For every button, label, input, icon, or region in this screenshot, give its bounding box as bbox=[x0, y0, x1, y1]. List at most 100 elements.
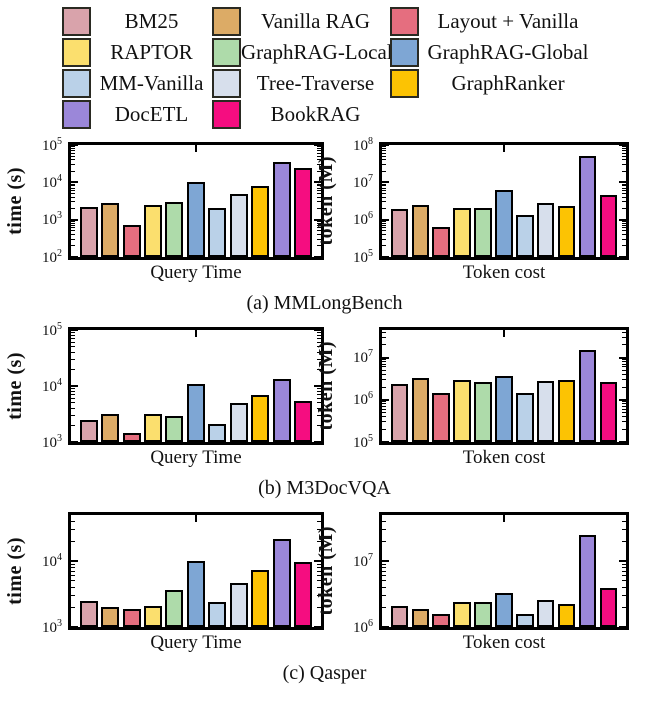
y-axis-label-box: token (M) bbox=[313, 327, 339, 445]
y-minor-tick bbox=[622, 245, 626, 247]
y-minor-tick bbox=[622, 193, 626, 195]
y-minor-tick bbox=[71, 187, 75, 189]
y-minor-tick bbox=[382, 361, 386, 363]
y-minor-tick bbox=[622, 190, 626, 192]
bar-tree-traverse bbox=[536, 599, 555, 627]
y-tick-label: 105 bbox=[353, 432, 373, 451]
bar-mm-vanilla bbox=[516, 392, 534, 442]
y-tick-label: 104 bbox=[42, 376, 62, 395]
plot-area: 102 103 104 105 bbox=[42, 136, 324, 266]
y-minor-tick bbox=[317, 520, 321, 522]
y-minor-tick bbox=[71, 575, 75, 577]
y-minor-tick bbox=[622, 366, 626, 368]
y-minor-tick bbox=[382, 196, 386, 198]
y-major-tick bbox=[71, 218, 78, 221]
y-minor-tick bbox=[317, 146, 321, 148]
bar-bookrag bbox=[599, 381, 618, 442]
y-major-tick bbox=[71, 181, 78, 184]
y-tick-label: 107 bbox=[353, 172, 373, 191]
y-minor-tick bbox=[382, 379, 386, 381]
bar-bm25 bbox=[79, 600, 98, 627]
legend-item-graphrag-local: GraphRAG-Local bbox=[212, 37, 393, 68]
chart-c-token-cost: token (M) 106 107 Token cost bbox=[315, 512, 629, 654]
y-minor-tick bbox=[622, 403, 626, 405]
x-tick-top bbox=[195, 145, 197, 152]
legend-item-bookrag: BookRAG bbox=[212, 99, 390, 130]
bar-tree-traverse bbox=[229, 193, 248, 257]
y-minor-tick bbox=[317, 394, 321, 396]
y-minor-tick bbox=[317, 332, 321, 334]
y-minor-tick bbox=[71, 170, 75, 172]
y-minor-tick bbox=[622, 405, 626, 407]
y-minor-tick bbox=[622, 185, 626, 187]
legend-item-graphranker: GraphRanker bbox=[390, 68, 597, 99]
y-minor-tick bbox=[71, 230, 75, 232]
legend-item-vanilla-rag: Vanilla RAG bbox=[212, 6, 390, 37]
y-axis-label: time (s) bbox=[3, 167, 26, 235]
y-minor-tick bbox=[622, 201, 626, 203]
charts: time (s) 102 103 104 105 Query Time token (M) 1… bbox=[0, 136, 649, 685]
y-minor-tick bbox=[622, 401, 626, 403]
y-major-tick bbox=[314, 441, 321, 443]
y-minor-tick bbox=[71, 424, 75, 426]
y-major-tick bbox=[314, 560, 321, 563]
y-minor-tick bbox=[317, 595, 321, 597]
y-major-tick bbox=[314, 144, 321, 146]
y-major-tick bbox=[382, 256, 389, 258]
y-minor-tick bbox=[71, 227, 75, 229]
y-minor-tick bbox=[317, 414, 321, 416]
x-axis-label: Query Time bbox=[150, 447, 242, 468]
bar-graphrag-local bbox=[165, 201, 184, 257]
legend-item-label: DocETL bbox=[114, 102, 189, 126]
y-minor-tick bbox=[317, 227, 321, 229]
y-minor-tick bbox=[382, 416, 386, 418]
y-minor-tick bbox=[382, 428, 386, 430]
legend-item-raptor: RAPTOR bbox=[62, 37, 212, 68]
y-minor-tick bbox=[382, 164, 386, 166]
bar-layout-vanilla bbox=[122, 432, 141, 442]
y-major-tick bbox=[71, 560, 78, 563]
y-minor-tick bbox=[382, 148, 386, 150]
y-minor-tick bbox=[382, 201, 386, 203]
y-major-tick bbox=[382, 356, 389, 359]
y-minor-tick bbox=[317, 338, 321, 340]
bar-raptor bbox=[143, 205, 162, 257]
y-minor-tick bbox=[382, 575, 386, 577]
y-minor-tick bbox=[71, 332, 75, 334]
y-minor-tick bbox=[71, 595, 75, 597]
bar-layout-vanilla bbox=[432, 226, 450, 257]
y-tick-label: 103 bbox=[42, 210, 62, 229]
y-tick-label: 105 bbox=[42, 320, 62, 339]
y-minor-tick bbox=[317, 341, 321, 343]
legend-item-label: Layout + Vanilla bbox=[437, 9, 579, 33]
y-minor-tick bbox=[71, 193, 75, 195]
bar-bm25 bbox=[79, 419, 98, 442]
bar-mm-vanilla bbox=[208, 601, 227, 627]
y-minor-tick bbox=[71, 150, 75, 152]
y-axis-label: time (s) bbox=[3, 537, 26, 605]
y-minor-tick bbox=[382, 227, 386, 229]
y-minor-tick bbox=[622, 187, 626, 189]
y-minor-tick bbox=[382, 403, 386, 405]
y-minor-tick bbox=[622, 529, 626, 531]
x-tick-top bbox=[195, 330, 197, 337]
color-swatch-graphrag-local bbox=[212, 38, 241, 67]
y-minor-tick bbox=[317, 222, 321, 224]
y-minor-tick bbox=[382, 222, 386, 224]
y-minor-tick bbox=[317, 424, 321, 426]
y-minor-tick bbox=[382, 580, 386, 582]
bar-graphranker bbox=[251, 186, 270, 257]
y-major-tick bbox=[314, 256, 321, 258]
y-minor-tick bbox=[622, 361, 626, 363]
y-major-tick bbox=[382, 218, 389, 221]
y-tick-label: 106 bbox=[353, 390, 373, 409]
y-axis-label-box: token (M) bbox=[313, 512, 339, 630]
y-minor-tick bbox=[71, 164, 75, 166]
y-minor-tick bbox=[382, 190, 386, 192]
y-minor-tick bbox=[622, 606, 626, 608]
bar-graphrag-global bbox=[495, 189, 513, 257]
y-minor-tick bbox=[71, 586, 75, 588]
y-minor-tick bbox=[71, 201, 75, 203]
y-major-tick bbox=[314, 329, 321, 331]
bar-bookrag bbox=[294, 401, 313, 442]
